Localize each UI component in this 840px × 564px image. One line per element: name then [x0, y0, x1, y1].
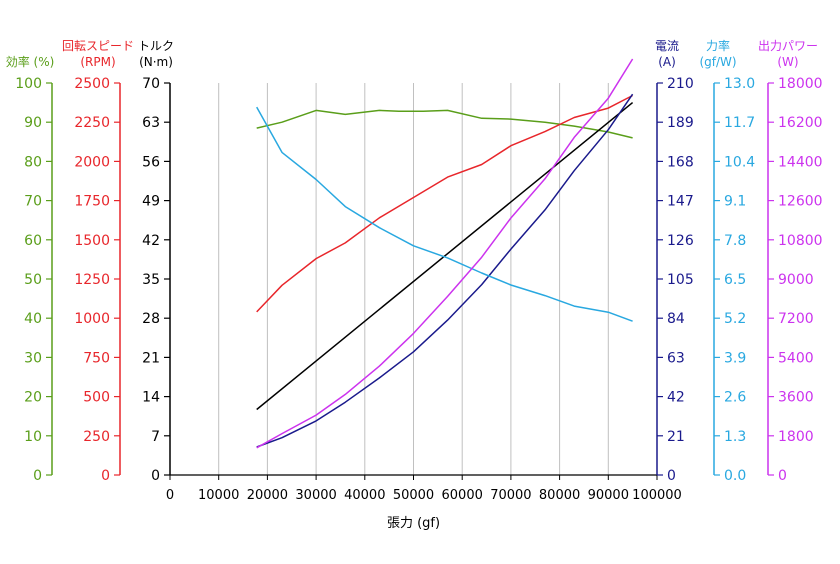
y-tick-label-current: 42: [667, 390, 685, 406]
y-tick-label-force: 10.4: [724, 154, 755, 170]
x-tick-label: 60000: [442, 488, 483, 503]
y-axis-title-rpm: 回転スピード: [62, 39, 134, 53]
x-tick-label: 10000: [198, 488, 239, 503]
y-tick-label-torque: 56: [142, 154, 160, 170]
y-tick-label-power: 18000: [778, 76, 823, 92]
y-axis-title-force: 力率: [706, 38, 730, 53]
y-tick-label-power: 9000: [778, 272, 814, 288]
y-tick-label-torque: 49: [142, 194, 160, 210]
y-tick-label-rpm: 250: [83, 429, 110, 445]
x-tick-label: 0: [166, 488, 174, 503]
y-tick-label-force: 0.0: [724, 468, 746, 484]
x-axis-title: 張力 (gf): [387, 516, 440, 531]
y-tick-label-force: 6.5: [724, 272, 746, 288]
x-tick-label: 70000: [490, 488, 531, 503]
y-tick-label-current: 147: [667, 194, 694, 210]
x-tick-label: 40000: [344, 488, 385, 503]
x-tick-label: 20000: [247, 488, 288, 503]
y-tick-label-torque: 63: [142, 115, 160, 131]
y-tick-label-eff: 10: [24, 429, 42, 445]
y-tick-label-eff: 100: [15, 76, 42, 92]
y-tick-label-force: 11.7: [724, 115, 755, 131]
y-axis-unit-torque: (N·m): [139, 55, 173, 69]
y-tick-label-rpm: 1500: [74, 233, 110, 249]
y-tick-label-force: 9.1: [724, 194, 746, 210]
y-tick-label-current: 210: [667, 76, 694, 92]
series-line-rpm: [256, 94, 633, 313]
y-tick-label-force: 3.9: [724, 350, 746, 366]
y-tick-label-force: 5.2: [724, 311, 746, 327]
series-line-force: [256, 106, 633, 322]
y-tick-label-eff: 40: [24, 311, 42, 327]
y-tick-label-current: 168: [667, 154, 694, 170]
y-tick-label-force: 13.0: [724, 76, 755, 92]
y-axis-title-power: 出力パワー: [758, 39, 818, 53]
y-axis-title-torque: トルク: [138, 39, 174, 53]
x-tick-label: 30000: [295, 488, 336, 503]
y-axis-unit-rpm: (RPM): [80, 55, 115, 69]
x-tick-label: 80000: [539, 488, 580, 503]
y-tick-label-rpm: 0: [101, 468, 110, 484]
series-line-torque: [256, 102, 634, 411]
y-tick-label-torque: 42: [142, 233, 160, 249]
y-tick-label-rpm: 1000: [74, 311, 110, 327]
y-axis-unit-current: (A): [658, 55, 676, 69]
y-tick-label-eff: 70: [24, 194, 42, 210]
y-tick-label-rpm: 500: [83, 390, 110, 406]
y-tick-label-eff: 90: [24, 115, 42, 131]
y-tick-label-eff: 20: [24, 390, 42, 406]
y-tick-label-power: 3600: [778, 390, 814, 406]
y-tick-label-current: 189: [667, 115, 694, 131]
y-tick-label-power: 7200: [778, 311, 814, 327]
y-tick-label-torque: 35: [142, 272, 160, 288]
y-tick-label-torque: 28: [142, 311, 160, 327]
y-tick-label-current: 84: [667, 311, 685, 327]
series-line-power: [256, 58, 634, 449]
y-tick-label-rpm: 750: [83, 350, 110, 366]
y-tick-label-torque: 14: [142, 390, 160, 406]
series-line-eff: [256, 109, 633, 139]
y-tick-label-force: 7.8: [724, 233, 746, 249]
y-axis-unit-power: (W): [777, 55, 798, 69]
y-axis-unit-force: (gf/W): [699, 55, 736, 69]
y-tick-label-rpm: 1250: [74, 272, 110, 288]
y-tick-label-torque: 7: [151, 429, 160, 445]
y-tick-label-power: 5400: [778, 350, 814, 366]
y-tick-label-current: 63: [667, 350, 685, 366]
x-tick-label: 100000: [632, 488, 682, 503]
series-line-current: [256, 93, 634, 448]
y-tick-label-torque: 21: [142, 350, 160, 366]
y-tick-label-current: 105: [667, 272, 694, 288]
y-tick-label-eff: 0: [33, 468, 42, 484]
y-tick-label-current: 21: [667, 429, 685, 445]
y-axis-title-current: 電流: [655, 39, 679, 53]
y-tick-label-eff: 30: [24, 350, 42, 366]
y-tick-label-torque: 0: [151, 468, 160, 484]
y-tick-label-power: 14400: [778, 154, 823, 170]
y-tick-label-rpm: 2250: [74, 115, 110, 131]
y-tick-label-power: 12600: [778, 194, 823, 210]
y-tick-label-power: 16200: [778, 115, 823, 131]
y-tick-label-current: 126: [667, 233, 694, 249]
y-tick-label-power: 10800: [778, 233, 823, 249]
y-tick-label-power: 0: [778, 468, 787, 484]
y-tick-label-rpm: 1750: [74, 194, 110, 210]
y-tick-label-eff: 60: [24, 233, 42, 249]
y-tick-label-rpm: 2500: [74, 76, 110, 92]
y-tick-label-eff: 80: [24, 154, 42, 170]
y-axis-title-eff: 効率 (%): [6, 54, 55, 69]
y-tick-label-torque: 70: [142, 76, 160, 92]
x-tick-label: 50000: [393, 488, 434, 503]
y-tick-label-current: 0: [667, 468, 676, 484]
y-tick-label-force: 2.6: [724, 390, 746, 406]
y-tick-label-force: 1.3: [724, 429, 746, 445]
y-tick-label-rpm: 2000: [74, 154, 110, 170]
y-tick-label-power: 1800: [778, 429, 814, 445]
y-tick-label-eff: 50: [24, 272, 42, 288]
x-tick-label: 90000: [588, 488, 629, 503]
